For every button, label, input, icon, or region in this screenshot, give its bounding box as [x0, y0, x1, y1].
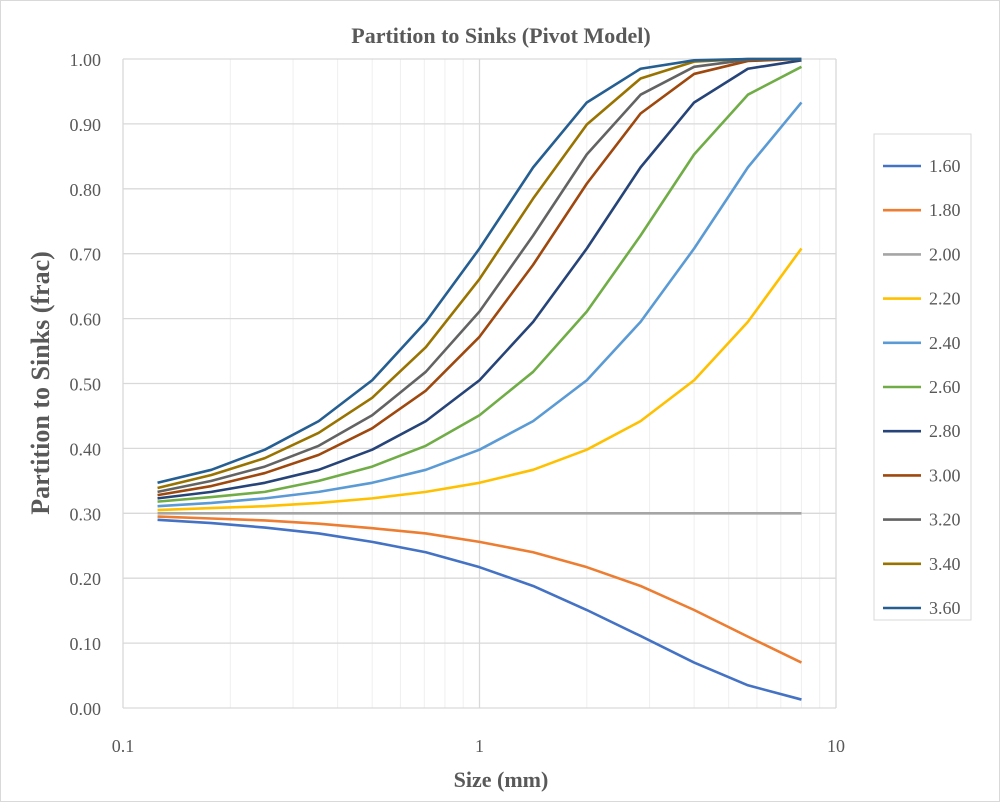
y-tick-label: 0.20 [70, 569, 102, 589]
y-tick-label: 0.80 [70, 180, 102, 200]
y-tick-label: 1.00 [70, 50, 102, 70]
series-line-1.80 [157, 515, 803, 664]
series-line-3.60 [157, 57, 802, 485]
legend-label: 3.40 [929, 554, 961, 574]
legend [873, 133, 972, 621]
legend-label: 2.40 [929, 333, 961, 353]
y-tick-label: 0.30 [70, 504, 102, 524]
series-line-2.20 [157, 247, 803, 512]
y-tick-label: 0.00 [70, 699, 102, 719]
legend-label: 1.60 [929, 156, 961, 176]
series-line-1.60 [157, 518, 802, 701]
y-tick-label: 0.50 [70, 375, 102, 395]
y-tick-label: 0.40 [70, 439, 102, 459]
y-tick-label: 0.10 [70, 634, 102, 654]
x-axis-label: Size (mm) [453, 767, 549, 792]
x-tick-label: 0.1 [112, 736, 135, 756]
legend-label: 2.80 [929, 421, 961, 441]
series-line-2.60 [157, 65, 803, 503]
series-line-2.80 [157, 59, 802, 500]
y-tick-label: 0.90 [70, 115, 102, 135]
x-tick-label: 10 [827, 736, 845, 756]
series-line-3.00 [157, 57, 802, 497]
legend-label: 2.60 [929, 377, 961, 397]
y-tick-label: 0.70 [70, 245, 102, 265]
series-line-3.20 [157, 57, 802, 494]
legend-label: 3.20 [929, 510, 961, 530]
legend-label: 2.20 [929, 289, 961, 309]
legend-label: 3.00 [929, 465, 961, 485]
chart-title: Partition to Sinks (Pivot Model) [351, 23, 651, 48]
x-tick-label: 1 [475, 736, 484, 756]
legend-label: 1.80 [929, 200, 961, 220]
y-tick-label: 0.60 [70, 310, 102, 330]
legend-label: 3.60 [929, 598, 961, 618]
series-line-2.40 [157, 101, 803, 508]
legend-label: 2.00 [929, 244, 961, 264]
